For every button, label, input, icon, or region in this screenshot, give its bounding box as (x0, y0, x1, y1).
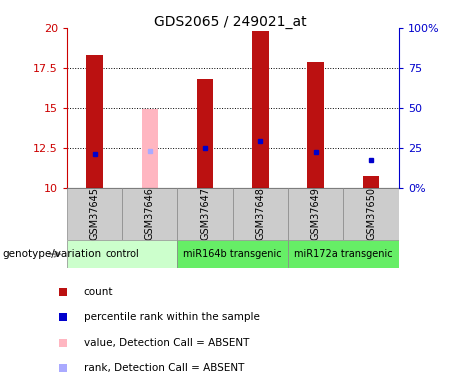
Bar (252, 32, 269, 188)
Text: miR164b transgenic: miR164b transgenic (183, 249, 282, 259)
Text: GSM37648: GSM37648 (255, 188, 266, 240)
Text: control: control (105, 249, 139, 259)
Text: count: count (84, 287, 113, 297)
Text: GSM37649: GSM37649 (311, 188, 321, 240)
Bar (363, 176, 379, 188)
Bar (67, 188, 122, 240)
Text: GSM37646: GSM37646 (145, 188, 155, 240)
Bar (197, 79, 213, 188)
Bar (288, 188, 343, 240)
Bar (67, 240, 177, 268)
Bar (288, 240, 399, 268)
Bar (233, 188, 288, 240)
Bar (307, 62, 324, 188)
Text: GSM37650: GSM37650 (366, 187, 376, 240)
Text: value, Detection Call = ABSENT: value, Detection Call = ABSENT (84, 338, 249, 348)
Text: GDS2065 / 249021_at: GDS2065 / 249021_at (154, 15, 307, 29)
Text: GSM37647: GSM37647 (200, 187, 210, 240)
Bar (177, 188, 233, 240)
Text: percentile rank within the sample: percentile rank within the sample (84, 312, 260, 322)
Bar (343, 188, 399, 240)
Text: rank, Detection Call = ABSENT: rank, Detection Call = ABSENT (84, 363, 244, 373)
Bar (142, 110, 158, 188)
Bar (86, 55, 103, 188)
Text: miR172a transgenic: miR172a transgenic (294, 249, 393, 259)
Bar (122, 188, 177, 240)
Bar (177, 240, 288, 268)
Text: GSM37645: GSM37645 (89, 187, 100, 240)
Text: genotype/variation: genotype/variation (2, 249, 101, 259)
